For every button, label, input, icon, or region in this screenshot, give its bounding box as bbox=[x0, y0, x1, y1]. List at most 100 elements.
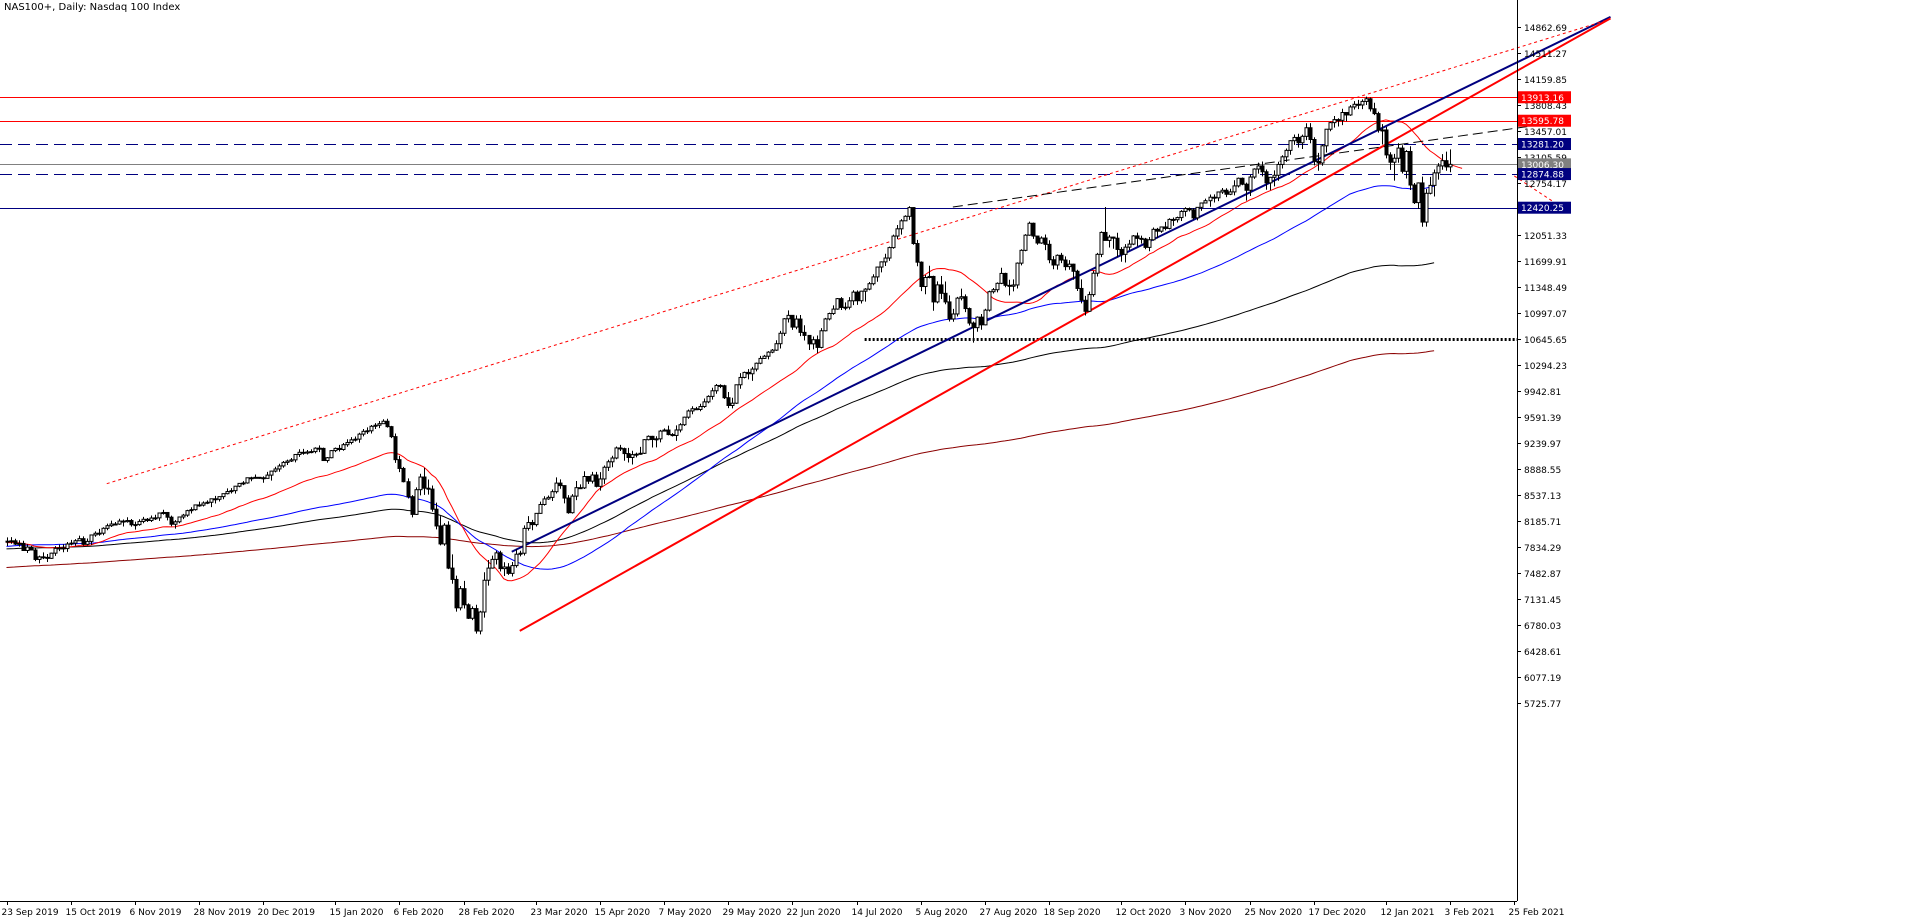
candle-340 bbox=[1368, 97, 1373, 112]
candlesticks bbox=[5, 96, 1453, 635]
candle-138 bbox=[558, 479, 563, 489]
candle-276 bbox=[1111, 236, 1116, 249]
y-tick-label-21: 7482.87 bbox=[1524, 570, 1561, 580]
candle-78 bbox=[317, 445, 322, 453]
candle-115 bbox=[466, 603, 471, 620]
candle-20 bbox=[85, 538, 90, 546]
candle-22 bbox=[93, 531, 98, 537]
candle-320 bbox=[1288, 140, 1293, 155]
candle-body-277 bbox=[1115, 237, 1120, 250]
candle-275 bbox=[1107, 234, 1112, 248]
candle-body-319 bbox=[1284, 149, 1289, 158]
candle-195 bbox=[786, 310, 791, 323]
candle-body-281 bbox=[1131, 235, 1136, 245]
candle-325 bbox=[1308, 123, 1313, 144]
candle-body-357 bbox=[1436, 165, 1441, 174]
candle-50 bbox=[205, 500, 210, 505]
candle-body-187 bbox=[754, 362, 759, 370]
candle-81 bbox=[329, 450, 334, 459]
price-label-text-2: 13281.20 bbox=[1521, 141, 1564, 151]
candle-body-27 bbox=[113, 523, 118, 526]
candle-107 bbox=[434, 502, 439, 530]
candle-body-155 bbox=[626, 453, 631, 458]
candle-body-35 bbox=[145, 518, 150, 522]
candle-body-70 bbox=[285, 460, 290, 463]
candle-349 bbox=[1404, 150, 1409, 179]
y-tick-label-0: 14862.69 bbox=[1524, 24, 1567, 34]
candle-body-224 bbox=[903, 215, 908, 222]
candle-164 bbox=[662, 428, 667, 432]
candle-207 bbox=[835, 298, 840, 310]
candle-body-247 bbox=[995, 282, 1000, 291]
candle-317 bbox=[1276, 161, 1281, 181]
candle-158 bbox=[638, 446, 643, 455]
candle-261 bbox=[1051, 256, 1056, 270]
candle-228 bbox=[919, 261, 924, 292]
candle-body-143 bbox=[578, 487, 583, 490]
candle-105 bbox=[426, 479, 431, 495]
candle-38 bbox=[157, 512, 162, 521]
candle-251 bbox=[1011, 279, 1016, 292]
candle-26 bbox=[109, 520, 114, 528]
candle-body-98 bbox=[397, 459, 402, 469]
candle-7 bbox=[33, 547, 38, 562]
y-tick-label-25: 6077.19 bbox=[1524, 674, 1561, 684]
candle-85 bbox=[345, 439, 350, 447]
candle-body-113 bbox=[458, 588, 463, 609]
candle-body-188 bbox=[758, 357, 763, 364]
y-tick-label-1: 14511.27 bbox=[1524, 50, 1567, 60]
candle-body-73 bbox=[297, 451, 302, 455]
candle-body-90 bbox=[365, 430, 370, 433]
candle-body-123 bbox=[498, 552, 503, 570]
candle-42 bbox=[173, 520, 178, 529]
candle-body-299 bbox=[1203, 200, 1208, 204]
candle-211 bbox=[851, 290, 856, 306]
candle-14 bbox=[61, 544, 66, 553]
candle-235 bbox=[947, 295, 952, 322]
candle-166 bbox=[670, 433, 675, 437]
candle-body-317 bbox=[1276, 163, 1281, 176]
candle-25 bbox=[105, 523, 110, 531]
candle-body-159 bbox=[642, 439, 647, 454]
candle-309 bbox=[1244, 182, 1249, 201]
candle-body-287 bbox=[1155, 228, 1160, 232]
candle-body-242 bbox=[975, 316, 980, 329]
candle-187 bbox=[754, 362, 759, 372]
candle-body-321 bbox=[1292, 136, 1297, 142]
candle-117 bbox=[474, 604, 479, 634]
candle-194 bbox=[782, 318, 787, 336]
candle-73 bbox=[297, 449, 302, 457]
candle-body-139 bbox=[562, 485, 567, 499]
y-tick-label-26: 5725.77 bbox=[1524, 700, 1561, 710]
candle-body-112 bbox=[454, 578, 459, 609]
candle-body-15 bbox=[65, 543, 70, 550]
candle-324 bbox=[1304, 123, 1309, 141]
candle-52 bbox=[213, 495, 218, 504]
x-tick-label-8: 23 Mar 2020 bbox=[531, 908, 588, 918]
candle-147 bbox=[594, 471, 599, 488]
candle-313 bbox=[1260, 161, 1265, 177]
candle-body-174 bbox=[702, 401, 707, 408]
candle-body-266 bbox=[1071, 263, 1076, 272]
candle-290 bbox=[1167, 218, 1172, 230]
candle-body-213 bbox=[859, 290, 864, 302]
candle-263 bbox=[1059, 252, 1064, 264]
candle-103 bbox=[418, 473, 423, 496]
candle-139 bbox=[562, 485, 567, 504]
candle-212 bbox=[855, 290, 860, 305]
candle-body-79 bbox=[321, 447, 326, 462]
candle-231 bbox=[931, 275, 936, 311]
ma-slow-line bbox=[6, 262, 1435, 550]
candle-185 bbox=[746, 369, 751, 380]
candle-208 bbox=[839, 297, 844, 310]
candle-282 bbox=[1135, 232, 1140, 247]
candle-144 bbox=[582, 471, 587, 490]
candle-body-49 bbox=[201, 502, 206, 506]
candle-29 bbox=[121, 519, 126, 527]
candle-body-316 bbox=[1272, 174, 1277, 178]
y-tick-label-4: 13457.01 bbox=[1524, 128, 1567, 138]
candle-351 bbox=[1412, 182, 1417, 205]
candle-88 bbox=[357, 432, 362, 443]
candle-335 bbox=[1348, 105, 1353, 116]
